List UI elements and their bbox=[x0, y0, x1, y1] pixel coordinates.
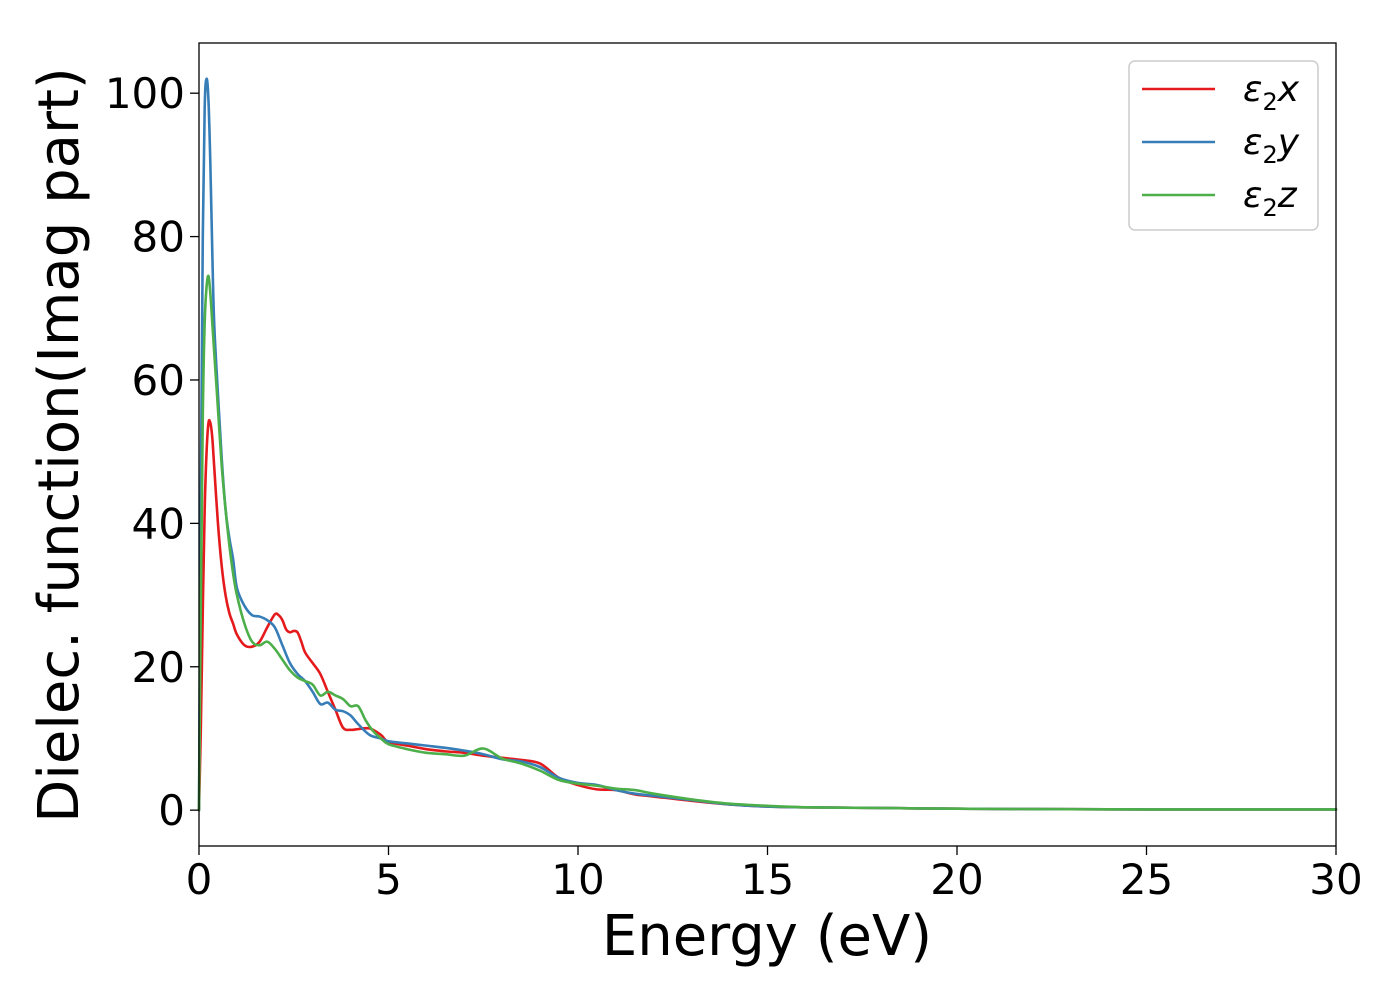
y-tick-label: 0 bbox=[158, 786, 185, 835]
legend: ε2x ε2y ε2z bbox=[1128, 60, 1319, 231]
y-tick-label: 20 bbox=[132, 643, 185, 692]
y-axis-title: Dielec. function(Imag part) bbox=[27, 67, 92, 823]
x-tick-label: 25 bbox=[1120, 855, 1173, 904]
y-axis-ticks: 0 20 40 60 80 100 bbox=[105, 69, 199, 835]
y-tick-label: 100 bbox=[105, 69, 185, 118]
y-tick-label: 80 bbox=[132, 213, 185, 262]
x-tick-label: 5 bbox=[375, 855, 402, 904]
legend-label-z: ε2z bbox=[1243, 175, 1298, 222]
series-line-z bbox=[197, 274, 1338, 812]
x-tick-label: 0 bbox=[186, 855, 213, 904]
x-tick-label: 10 bbox=[551, 855, 604, 904]
x-tick-label: 30 bbox=[1309, 855, 1362, 904]
legend-label-x: ε2x bbox=[1243, 69, 1300, 116]
x-tick-label: 15 bbox=[741, 855, 794, 904]
series-lines bbox=[197, 77, 1338, 812]
x-axis-ticks: 0 5 10 15 20 25 30 bbox=[186, 846, 1363, 904]
x-tick-label: 20 bbox=[930, 855, 983, 904]
y-tick-label: 40 bbox=[132, 499, 185, 548]
legend-box bbox=[1128, 60, 1319, 231]
y-tick-label: 60 bbox=[132, 356, 185, 405]
legend-label-y: ε2y bbox=[1243, 122, 1300, 169]
x-axis-title: Energy (eV) bbox=[602, 904, 932, 969]
